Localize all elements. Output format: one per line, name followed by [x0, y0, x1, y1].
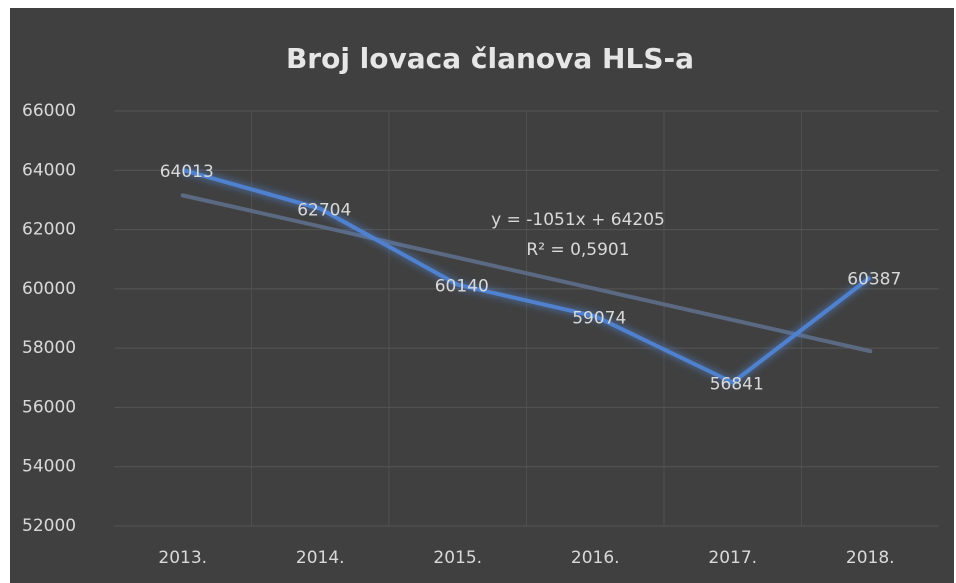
x-tick-label: 2016.: [571, 548, 620, 568]
y-tick-label: 62000: [22, 220, 76, 240]
data-label: 64013: [160, 162, 214, 182]
x-tick-label: 2018.: [846, 548, 895, 568]
trendline-r2: R² = 0,5901: [526, 240, 629, 260]
chart-title: Broj lovaca članova HLS-a: [286, 42, 694, 75]
data-label: 59074: [572, 308, 626, 328]
x-tick-label: 2014.: [296, 548, 345, 568]
chart-background: [10, 8, 954, 583]
y-tick-label: 64000: [22, 160, 76, 180]
data-label: 60140: [435, 277, 489, 297]
y-tick-label: 56000: [22, 397, 76, 417]
trendline: [180, 193, 873, 354]
x-tick-label: 2013.: [158, 548, 207, 568]
data-label: 62704: [297, 201, 351, 221]
y-tick-label: 60000: [22, 279, 76, 299]
y-tick-label: 52000: [22, 516, 76, 536]
x-tick-label: 2015.: [433, 548, 482, 568]
trendline-equation: y = -1051x + 64205: [491, 210, 665, 230]
x-tick-label: 2017.: [708, 548, 757, 568]
y-tick-label: 58000: [22, 338, 76, 358]
data-label: 60387: [847, 269, 901, 289]
data-label: 56841: [710, 374, 764, 394]
data-line: [182, 167, 872, 385]
y-tick-label: 54000: [22, 457, 76, 477]
y-tick-label: 66000: [22, 101, 76, 121]
